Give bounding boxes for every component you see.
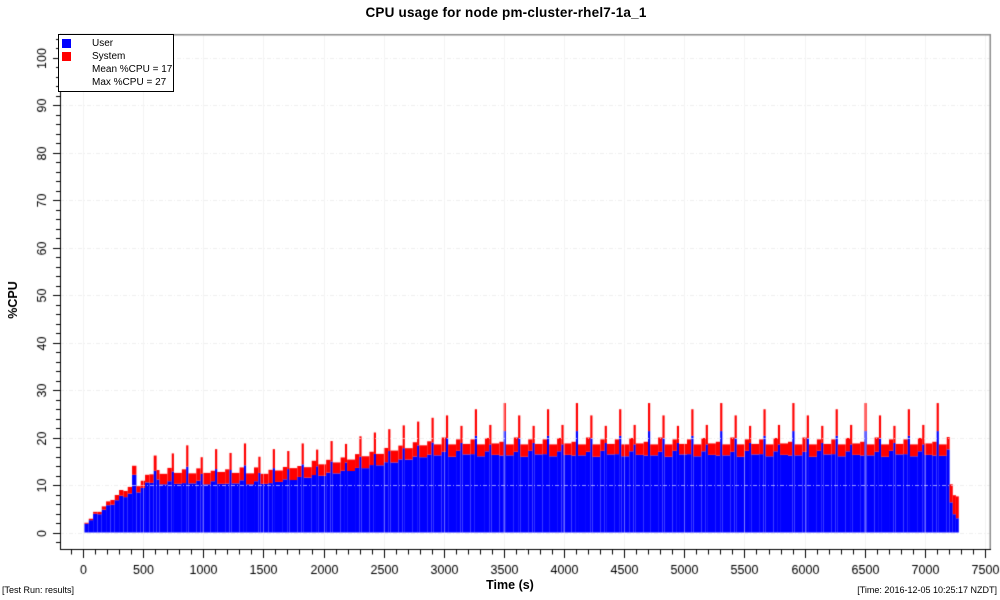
x-axis-label: Time (s) — [486, 578, 534, 592]
footer-test-run: [Test Run: results] — [2, 585, 75, 595]
legend-row-mean: Mean %CPU = 17 — [59, 63, 173, 76]
user-series-label: User — [92, 38, 114, 49]
user-series-swatch — [62, 39, 71, 48]
system-series-label: System — [92, 51, 126, 62]
max-cpu-stat: Max %CPU = 27 — [92, 77, 167, 88]
legend-row-user: User — [59, 37, 173, 50]
y-axis-label: %CPU — [6, 281, 20, 319]
system-series-swatch — [62, 52, 71, 61]
chart-title: CPU usage for node pm-cluster-rhel7-1a_1 — [365, 5, 647, 20]
chart-legend: User System Mean %CPU = 17 Max %CPU = 27 — [58, 34, 174, 92]
legend-row-system: System — [59, 50, 173, 63]
mean-cpu-stat: Mean %CPU = 17 — [92, 64, 173, 75]
legend-row-max: Max %CPU = 27 — [59, 76, 173, 89]
footer-timestamp: [Time: 2016-12-05 10:25:17 NZDT] — [857, 585, 997, 595]
